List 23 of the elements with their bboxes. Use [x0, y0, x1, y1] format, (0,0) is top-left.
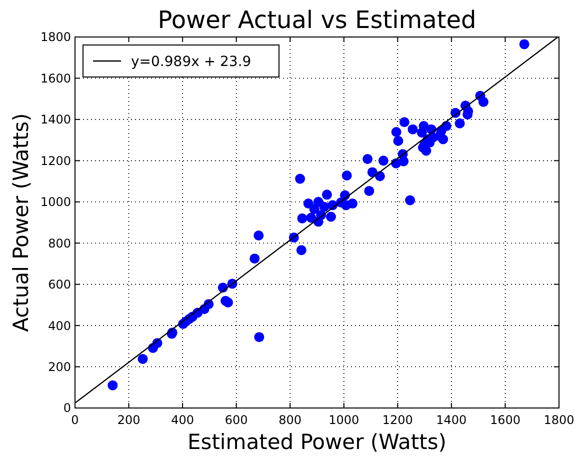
x-tick-label: 200: [117, 413, 140, 427]
y-tick-label: 1800: [40, 30, 71, 44]
y-tick-label: 1400: [40, 112, 71, 127]
y-tick-label: 1000: [40, 195, 71, 210]
x-tick-label: 1600: [490, 413, 520, 427]
y-tick-label: 200: [48, 360, 71, 374]
x-axis-title: Estimated Power (Watts): [187, 430, 447, 454]
x-tick-label: 600: [224, 413, 248, 427]
y-tick-label: 800: [48, 236, 71, 250]
y-tick-label: 400: [48, 318, 71, 333]
legend-label: y=0.989x + 23.9: [131, 54, 252, 70]
x-tick-label: 800: [278, 413, 302, 427]
y-tick-label: 1600: [40, 71, 71, 86]
y-tick-label: 0: [63, 401, 71, 416]
x-tick-label: 1200: [382, 413, 413, 427]
x-tick-label: 1800: [544, 413, 574, 427]
x-tick-label: 400: [171, 413, 194, 427]
chart-title: Power Actual vs Estimated: [158, 6, 476, 34]
x-tick-label: 1000: [328, 413, 360, 427]
x-tick-label: 1400: [436, 413, 467, 427]
y-tick-label: 600: [48, 278, 71, 292]
y-tick-label: 1200: [40, 154, 71, 168]
y-axis-title: Actual Power (Watts): [9, 113, 33, 332]
